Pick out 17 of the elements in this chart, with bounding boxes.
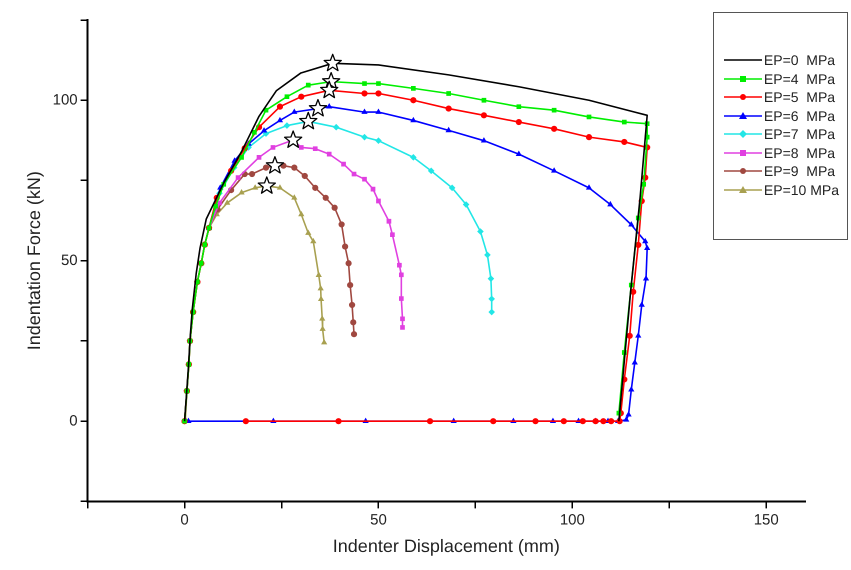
x-tick-label: 0 xyxy=(180,512,189,529)
x-tick-label: 150 xyxy=(754,512,779,529)
legend-label: EP=6 MPa xyxy=(764,108,836,124)
legend-label: EP=7 MPa xyxy=(764,126,836,142)
legend-label: EP=5 MPa xyxy=(764,89,836,106)
legend-label: EP=10 MPa xyxy=(764,182,839,198)
x-axis-title: Indenter Displacement (mm) xyxy=(332,536,560,556)
legend-label: EP=4 MPa xyxy=(764,70,836,87)
legend-label: EP=0 MPa xyxy=(764,52,836,68)
y-tick-label: 50 xyxy=(60,252,78,269)
x-tick-label: 50 xyxy=(370,512,387,529)
y-tick-label: 100 xyxy=(52,91,78,108)
legend-label: EP=9 MPa xyxy=(764,163,836,180)
y-tick-label: 0 xyxy=(69,412,78,430)
x-tick-label: 100 xyxy=(560,512,585,529)
y-axis-title: Indentation Force (kN) xyxy=(24,171,44,350)
legend-label: EP=8 MPa xyxy=(764,144,836,161)
